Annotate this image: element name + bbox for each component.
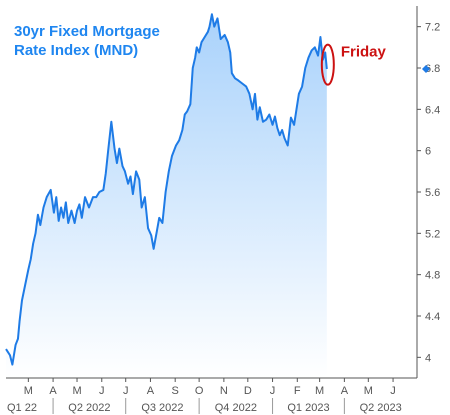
y-tick-label: 6 (425, 146, 431, 158)
series-line (5, 13, 328, 366)
x-quarter-label: Q2 2023 (360, 402, 402, 414)
y-tick-label: 7.2 (425, 22, 440, 34)
axes: 44.44.85.25.666.46.87.2M A M J J A S O N D J F M A M JQ… (6, 6, 440, 414)
x-month-label: A (147, 385, 155, 397)
x-quarter-label: Q2 2022 (68, 402, 110, 414)
x-quarter-label: Q3 2022 (141, 402, 183, 414)
x-month-label: S (172, 385, 179, 397)
x-month-label: M (24, 385, 33, 397)
y-tick-label: 5.6 (425, 187, 440, 199)
chart-title-line-2: Rate Index (MND) (14, 42, 138, 59)
y-tick-label: 5.2 (425, 228, 440, 240)
x-month-label: N (220, 385, 228, 397)
x-month-label: D (244, 385, 252, 397)
y-tick-label: 4 (425, 352, 431, 364)
x-month-label: J (123, 385, 129, 397)
annotation-group: Friday (320, 43, 387, 86)
x-month-label: J (99, 385, 105, 397)
x-month-label: A (49, 385, 57, 397)
y-tick-label: 6.4 (425, 104, 440, 116)
plot-area (5, 13, 328, 379)
annotation-ellipse (320, 43, 335, 86)
y-tick-label: 4.4 (425, 311, 440, 323)
y-tick-label: 6.8 (425, 63, 440, 75)
x-quarter-label: Q1 2023 (287, 402, 329, 414)
x-month-label: J (270, 385, 276, 397)
x-month-label: O (195, 385, 204, 397)
chart-title-line-1: 30yr Fixed Mortgage (14, 23, 160, 40)
x-month-label: M (364, 385, 373, 397)
x-month-label: F (294, 385, 301, 397)
x-quarter-label: Q1 22 (7, 402, 37, 414)
y-tick-label: 4.8 (425, 270, 440, 282)
current-value-marker (422, 65, 430, 74)
series-area-fill (6, 14, 327, 379)
annotation-label: Friday (341, 43, 387, 60)
x-month-label: A (341, 385, 349, 397)
x-month-label: J (390, 385, 396, 397)
x-month-label: M (315, 385, 324, 397)
x-quarter-label: Q4 2022 (215, 402, 257, 414)
x-month-label: M (72, 385, 81, 397)
